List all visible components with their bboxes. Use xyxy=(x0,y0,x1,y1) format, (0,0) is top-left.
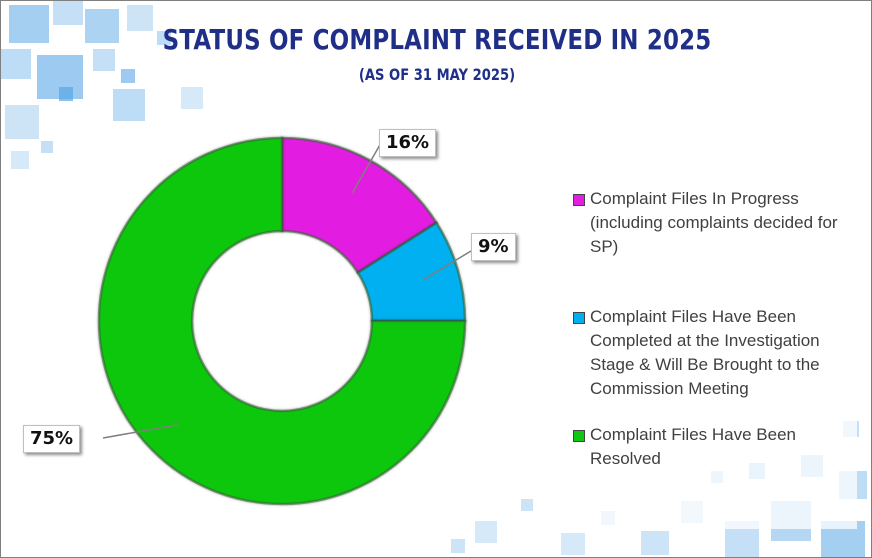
legend-item-in-progress: Complaint Files In Progress (including c… xyxy=(573,187,857,259)
chart-title: STATUS OF COMPLAINT RECEIVED IN 2025 xyxy=(162,23,712,56)
leader-line-completed-investigation xyxy=(422,250,472,281)
legend-label-completed-investigation: Complaint Files Have Been Completed at t… xyxy=(590,307,820,398)
donut-slice-resolved xyxy=(97,136,467,506)
legend-item-completed-investigation: Complaint Files Have Been Completed at t… xyxy=(573,305,857,401)
data-label-in-progress: 16% xyxy=(379,129,437,157)
legend-swatch-completed-investigation xyxy=(573,312,585,324)
donut-slice-in-progress xyxy=(280,136,439,275)
chart-legend: Complaint Files In Progress (including c… xyxy=(567,179,857,529)
legend-label-resolved: Complaint Files Have Been Resolved xyxy=(590,425,796,468)
leader-line-resolved xyxy=(102,423,179,439)
legend-swatch-in-progress xyxy=(573,194,585,206)
chart-subtitle: (AS OF 31 MAY 2025) xyxy=(358,65,516,84)
legend-label-in-progress: Complaint Files In Progress (including c… xyxy=(590,189,838,256)
data-label-resolved: 75% xyxy=(23,425,81,453)
legend-item-resolved: Complaint Files Have Been Resolved xyxy=(573,423,857,471)
data-label-completed-investigation: 9% xyxy=(471,233,516,261)
leader-line-in-progress xyxy=(351,142,382,193)
legend-swatch-resolved xyxy=(573,430,585,442)
